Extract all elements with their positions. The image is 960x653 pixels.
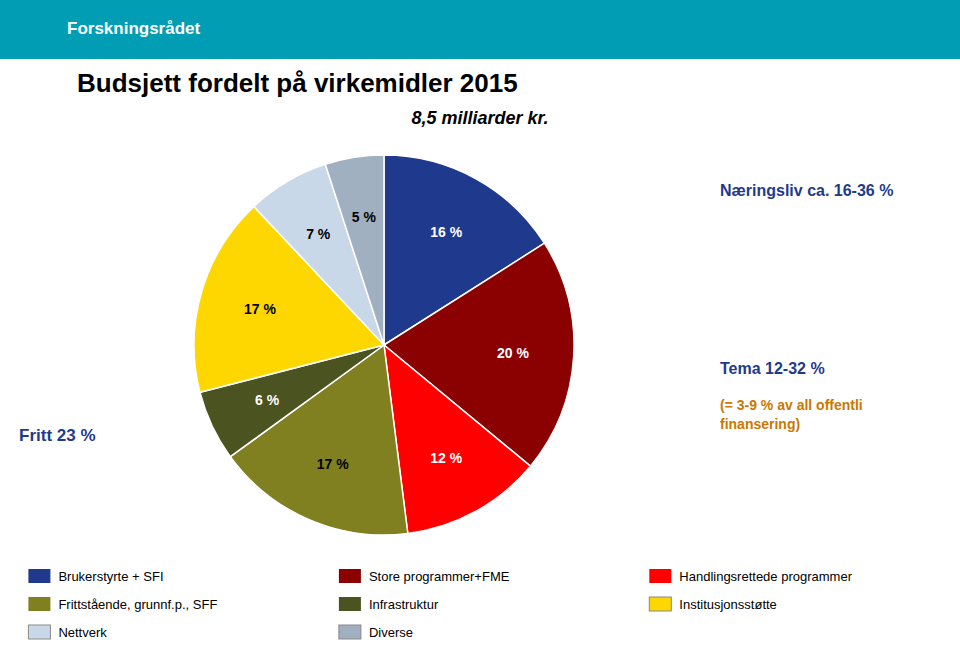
annotation: Næringsliv ca. 16-36 % — [720, 182, 893, 199]
legend-swatch — [649, 569, 671, 583]
legend-swatch — [28, 625, 50, 639]
pie-labels: 16 % 20 % 12 % 17 % 6 % 17 % 7 % 5 % — [244, 209, 529, 471]
data-label: 12 % — [430, 450, 462, 466]
annotation: Tema 12-32 % — [720, 360, 825, 377]
legend-swatch — [339, 569, 361, 583]
chart-container: Budsjett fordelt på virkemidler 2015 8,5 … — [0, 0, 960, 653]
annotation: (= 3-9 % av all offentlifinansering) — [720, 397, 863, 432]
chart: Budsjett fordelt på virkemidler 2015 8,5 … — [0, 0, 960, 653]
legend-label: Store programmer+FME — [369, 569, 510, 584]
title: Budsjett fordelt på virkemidler 2015 — [77, 68, 518, 98]
legend: Brukerstyrte + SFI Store programmer+FME Ha… — [28, 569, 852, 640]
legend-label: Nettverk — [58, 625, 107, 640]
legend-label: Handlingsrettede programmer — [679, 569, 852, 584]
pie-slice — [384, 345, 530, 534]
subtitle: 8,5 milliarder kr. — [411, 108, 548, 128]
annotation: Fritt 23 % — [19, 426, 96, 445]
legend-label: Infrastruktur — [369, 597, 439, 612]
legend-label: Frittstående, grunnf.p., SFF — [58, 597, 217, 612]
data-label: 17 % — [317, 456, 349, 472]
data-label: 17 % — [244, 301, 276, 317]
legend-label: Institusjonsstøtte — [679, 597, 777, 612]
data-label: 16 % — [430, 224, 462, 240]
pie-slice — [325, 155, 384, 345]
data-label: 7 % — [306, 226, 331, 242]
legend-swatch — [339, 597, 361, 611]
legend-swatch — [28, 569, 50, 583]
legend-label: Brukerstyrte + SFI — [58, 569, 163, 584]
legend-swatch — [28, 597, 50, 611]
pie — [194, 155, 574, 535]
legend-label: Diverse — [369, 625, 413, 640]
background — [0, 0, 960, 653]
legend-swatch — [649, 597, 671, 611]
legend-swatch — [339, 625, 361, 639]
data-label: 5 % — [352, 209, 377, 225]
header-text: Forskningsrådet — [67, 19, 201, 38]
data-label: 6 % — [255, 392, 280, 408]
data-label: 20 % — [497, 345, 529, 361]
header-bar — [0, 0, 960, 59]
